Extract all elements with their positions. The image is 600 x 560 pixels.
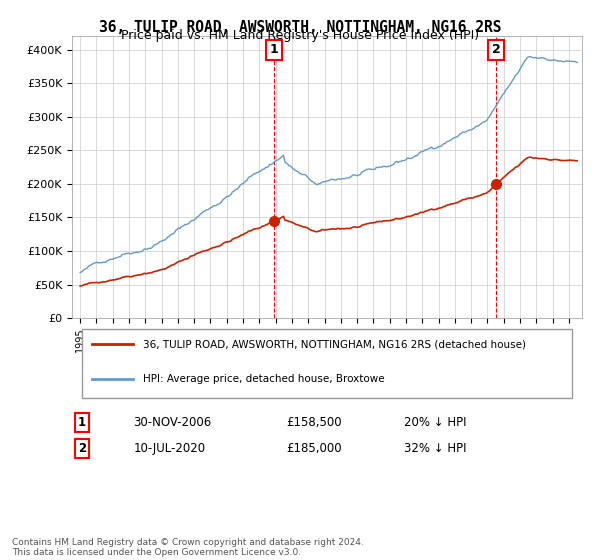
Text: £158,500: £158,500 <box>286 416 342 429</box>
Text: HPI: Average price, detached house, Broxtowe: HPI: Average price, detached house, Brox… <box>143 374 385 384</box>
Text: 20% ↓ HPI: 20% ↓ HPI <box>404 416 466 429</box>
Text: 2: 2 <box>78 442 86 455</box>
Text: 1: 1 <box>78 416 86 429</box>
Text: 1: 1 <box>270 43 279 57</box>
Text: 2: 2 <box>492 43 500 57</box>
Text: £185,000: £185,000 <box>286 442 342 455</box>
Text: Contains HM Land Registry data © Crown copyright and database right 2024.
This d: Contains HM Land Registry data © Crown c… <box>12 538 364 557</box>
Text: 10-JUL-2020: 10-JUL-2020 <box>133 442 205 455</box>
Text: 32% ↓ HPI: 32% ↓ HPI <box>404 442 466 455</box>
Text: 36, TULIP ROAD, AWSWORTH, NOTTINGHAM, NG16 2RS: 36, TULIP ROAD, AWSWORTH, NOTTINGHAM, NG… <box>99 20 501 35</box>
FancyBboxPatch shape <box>82 329 572 398</box>
Text: 30-NOV-2006: 30-NOV-2006 <box>133 416 211 429</box>
Text: 36, TULIP ROAD, AWSWORTH, NOTTINGHAM, NG16 2RS (detached house): 36, TULIP ROAD, AWSWORTH, NOTTINGHAM, NG… <box>143 339 526 349</box>
Text: Price paid vs. HM Land Registry's House Price Index (HPI): Price paid vs. HM Land Registry's House … <box>121 29 479 42</box>
